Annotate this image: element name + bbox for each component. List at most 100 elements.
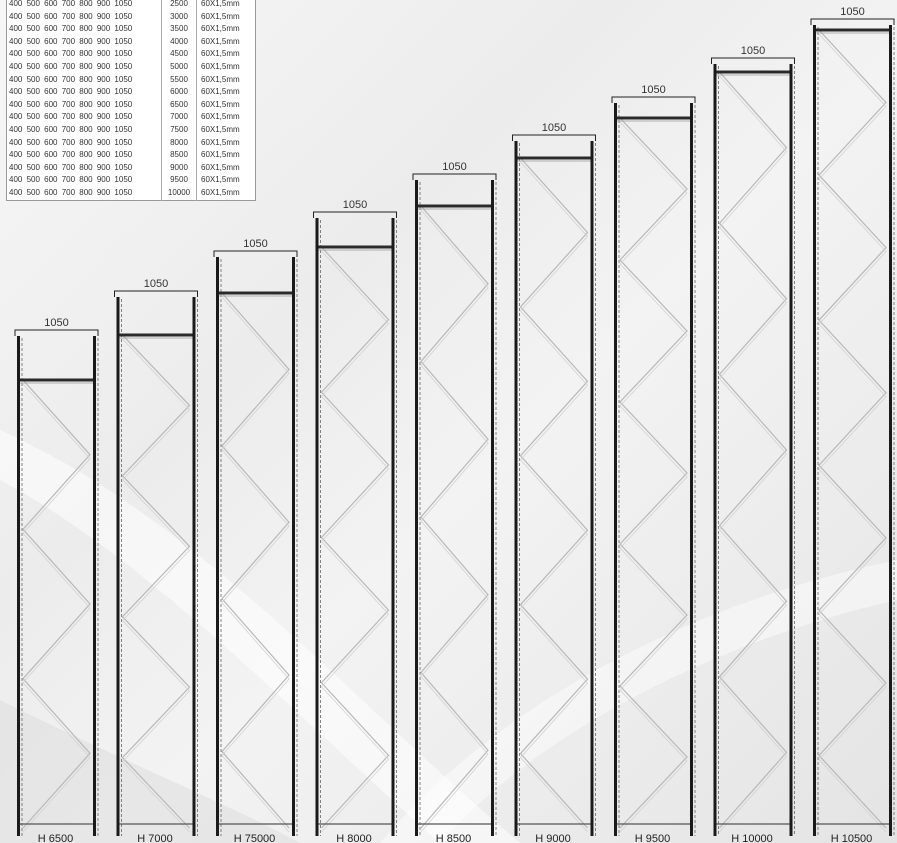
- right-upright: [491, 180, 494, 836]
- diagonal-brace: [22, 379, 91, 829]
- height-label: H 75000: [234, 833, 276, 843]
- diagonal-brace: [221, 292, 290, 829]
- spec-profile-cell: 60X1,5mm: [201, 87, 240, 97]
- spec-depths-cell: 400 500 600 700 800 900 1050: [6, 149, 162, 162]
- left-upright: [17, 336, 20, 836]
- spec-height-cell: 5000: [161, 60, 197, 74]
- width-dimension-label: 1050: [243, 238, 267, 250]
- width-dimension-bracket: [512, 134, 596, 141]
- left-upright: [614, 103, 617, 836]
- rack-frame: 1050 H 8500: [412, 161, 497, 843]
- diagonal-brace-shadow: [619, 121, 688, 833]
- spec-depths-cell: 400 500 600 700 800 900 1050: [6, 111, 162, 124]
- spec-height-cell: 7000: [161, 111, 197, 124]
- diagonal-brace-shadow: [320, 250, 390, 833]
- spec-profile-cell: 60X1,5mm: [201, 162, 240, 172]
- spec-depths-cell: 400 500 600 700 800 900 1050: [6, 10, 162, 24]
- top-horizontal-bar: [119, 333, 193, 337]
- height-label: H 8000: [336, 833, 371, 843]
- spec-profile-cell: 60X1,5mm: [201, 187, 240, 197]
- height-label: H 10500: [831, 833, 873, 843]
- height-label: H 9000: [535, 833, 570, 843]
- rack-frame: 1050 H 7000: [114, 278, 198, 843]
- spec-row: 400 500 600 700 800 900 1050 3500 60X1,5mm: [6, 23, 256, 36]
- spec-depths-cell: 400 500 600 700 800 900 1050: [6, 136, 162, 150]
- height-label: H 9500: [635, 833, 670, 843]
- diagonal-brace-shadow: [22, 383, 91, 833]
- spec-profile-cell: 60X1,5mm: [201, 61, 240, 71]
- right-upright: [93, 336, 96, 836]
- spec-profile-cell: 60X1,5mm: [201, 11, 240, 21]
- left-upright: [116, 297, 120, 836]
- width-dimension-bracket: [114, 290, 198, 297]
- top-horizontal-bar: [418, 204, 491, 208]
- spec-profile-cell: 60X1,5mm: [201, 150, 240, 160]
- spec-depths-cell: 400 500 600 700 800 900 1050: [6, 174, 162, 187]
- spec-profile-cell: 60X1,5mm: [201, 137, 240, 147]
- spec-height-cell: 4000: [161, 35, 197, 49]
- spec-depths-cell: 400 500 600 700 800 900 1050: [6, 0, 162, 11]
- width-dimension-label: 1050: [144, 278, 168, 290]
- left-upright: [415, 180, 418, 836]
- spec-height-cell: 3000: [161, 10, 197, 24]
- spec-height-cell: 7500: [161, 123, 197, 137]
- rack-frame: 1050 H 9500: [611, 84, 696, 843]
- spec-profile-cell: 60X1,5mm: [201, 99, 240, 109]
- spec-depths-cell: 400 500 600 700 800 900 1050: [6, 23, 162, 36]
- rack-frame: 1050 H 10500: [810, 6, 895, 843]
- spec-height-cell: 2500: [161, 0, 197, 11]
- spec-row: 400 500 600 700 800 900 1050 2500 60X1,5mm: [6, 0, 256, 11]
- width-dimension-bracket: [213, 250, 298, 257]
- top-horizontal-bar: [816, 28, 889, 32]
- spec-depths-cell: 400 500 600 700 800 900 1050: [6, 48, 162, 61]
- rack-frame: 1050 H 10000: [711, 45, 795, 843]
- spec-height-cell: 9500: [161, 174, 197, 187]
- height-label: H 8500: [436, 833, 471, 843]
- spec-height-cell: 6000: [161, 86, 197, 99]
- spec-depths-cell: 400 500 600 700 800 900 1050: [6, 98, 162, 112]
- spec-profile-cell: 60X1,5mm: [201, 49, 240, 59]
- spec-height-cell: 4500: [161, 48, 197, 61]
- rack-frame: 1050 H 9000: [512, 122, 596, 843]
- spec-row: 400 500 600 700 800 900 1050 5500 60X1,5mm: [6, 73, 256, 87]
- spec-row: 400 500 600 700 800 900 1050 10000 60X1,5m…: [6, 186, 256, 200]
- right-upright: [889, 25, 892, 836]
- diagonal-brace-shadow: [420, 209, 489, 833]
- spec-depths-cell: 400 500 600 700 800 900 1050: [6, 123, 162, 137]
- width-dimension-label: 1050: [741, 45, 765, 57]
- height-label: H 7000: [137, 833, 172, 843]
- spec-row: 400 500 600 700 800 900 1050 8500 60X1,5mm: [6, 149, 256, 162]
- left-upright: [713, 64, 717, 836]
- spec-row: 400 500 600 700 800 900 1050 6500 60X1,5mm: [6, 98, 256, 112]
- left-upright: [514, 141, 518, 836]
- width-dimension-label: 1050: [343, 199, 367, 211]
- spec-profile-cell: 60X1,5mm: [201, 24, 240, 34]
- left-upright: [315, 218, 319, 836]
- diagonal-brace: [320, 246, 390, 829]
- spec-depths-cell: 400 500 600 700 800 900 1050: [6, 73, 162, 87]
- width-dimension-label: 1050: [442, 161, 466, 173]
- width-dimension-bracket: [313, 211, 397, 218]
- spec-row: 400 500 600 700 800 900 1050 4500 60X1,5mm: [6, 48, 256, 61]
- spec-depths-cell: 400 500 600 700 800 900 1050: [6, 35, 162, 49]
- right-upright: [789, 64, 793, 836]
- spec-profile-cell: 60X1,5mm: [201, 175, 240, 185]
- height-label: H 10000: [731, 833, 773, 843]
- diagonal-brace-shadow: [718, 75, 788, 833]
- spec-height-cell: 8500: [161, 149, 197, 162]
- diagonal-brace-shadow: [519, 161, 589, 833]
- width-dimension-label: 1050: [44, 317, 68, 329]
- top-horizontal-bar: [219, 291, 292, 295]
- spec-row: 400 500 600 700 800 900 1050 9500 60X1,5mm: [6, 174, 256, 187]
- width-dimension-bracket: [711, 57, 795, 64]
- spec-row: 400 500 600 700 800 900 1050 3000 60X1,5mm: [6, 10, 256, 24]
- spec-depths-cell: 400 500 600 700 800 900 1050: [6, 86, 162, 99]
- spec-row: 400 500 600 700 800 900 1050 6000 60X1,5mm: [6, 86, 256, 99]
- width-dimension-label: 1050: [542, 122, 566, 134]
- diagonal-brace-shadow: [121, 338, 191, 833]
- diagonal-brace: [519, 157, 589, 829]
- width-dimension-bracket: [810, 18, 895, 25]
- spec-height-cell: 10000: [161, 186, 197, 200]
